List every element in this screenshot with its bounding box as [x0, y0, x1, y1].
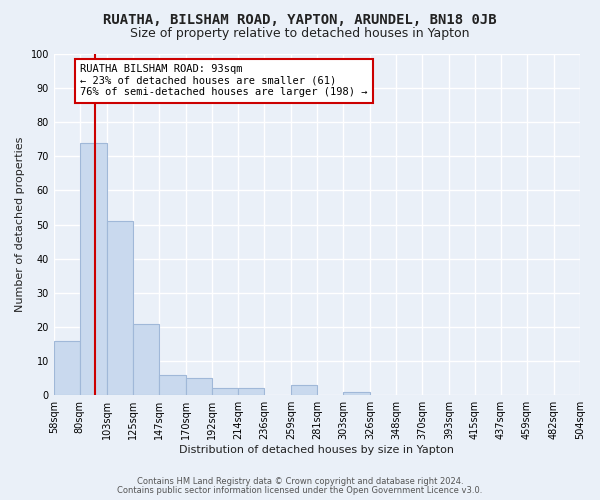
Bar: [291, 385, 317, 395]
Text: RUATHA, BILSHAM ROAD, YAPTON, ARUNDEL, BN18 0JB: RUATHA, BILSHAM ROAD, YAPTON, ARUNDEL, B…: [103, 12, 497, 26]
Bar: [80, 142, 107, 395]
Bar: [186, 378, 212, 395]
Bar: [159, 374, 186, 395]
Bar: [343, 392, 370, 395]
Text: Contains HM Land Registry data © Crown copyright and database right 2024.: Contains HM Land Registry data © Crown c…: [137, 478, 463, 486]
Y-axis label: Number of detached properties: Number of detached properties: [15, 137, 25, 312]
Text: Contains public sector information licensed under the Open Government Licence v3: Contains public sector information licen…: [118, 486, 482, 495]
Text: RUATHA BILSHAM ROAD: 93sqm
← 23% of detached houses are smaller (61)
76% of semi: RUATHA BILSHAM ROAD: 93sqm ← 23% of deta…: [80, 64, 368, 98]
Bar: [238, 388, 264, 395]
X-axis label: Distribution of detached houses by size in Yapton: Distribution of detached houses by size …: [179, 445, 454, 455]
Bar: [107, 221, 133, 395]
Bar: [133, 324, 159, 395]
Bar: [212, 388, 238, 395]
Bar: [54, 340, 80, 395]
Text: Size of property relative to detached houses in Yapton: Size of property relative to detached ho…: [130, 28, 470, 40]
